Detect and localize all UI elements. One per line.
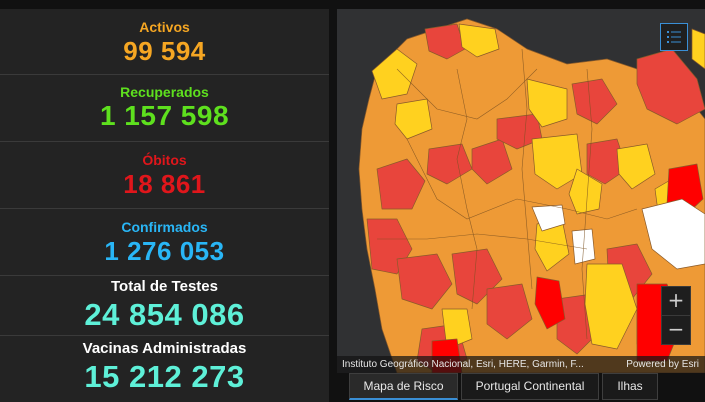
risk-map[interactable]: + − Instituto Geográfico Nacional, Esri,… (337, 9, 705, 373)
stat-confirmados-label: Confirmados (121, 219, 208, 235)
stat-confirmados-value: 1 276 053 (104, 236, 225, 266)
stat-testes-label: Total de Testes (111, 278, 218, 295)
stat-vacinas-value: 15 212 273 (84, 359, 245, 394)
divider (0, 275, 329, 276)
municipality-region (531, 204, 566, 232)
zoom-controls: + − (661, 286, 691, 345)
municipality-region (496, 113, 543, 150)
municipality-region (531, 133, 583, 190)
stat-activos: Activos 99 594 (0, 20, 329, 64)
stat-vacinas-label: Vacinas Administradas (82, 340, 247, 357)
stat-obitos-label: Óbitos (142, 152, 187, 168)
municipality-boundary (581, 68, 593, 340)
statistics-panel: Activos 99 594 Recuperados 1 157 598 Óbi… (0, 9, 329, 402)
municipality-region (571, 78, 618, 125)
municipality-region (568, 168, 603, 215)
attribution-text[interactable]: Instituto Geográfico Nacional, Esri, HER… (342, 359, 584, 370)
municipality-boundary (406, 138, 638, 220)
stat-testes: Total de Testes 24 854 086 (0, 279, 329, 330)
stat-recuperados-value: 1 157 598 (99, 100, 230, 131)
map-attribution: Instituto Geográfico Nacional, Esri, HER… (337, 356, 705, 373)
tab-mapa-de-risco[interactable]: Mapa de Risco (349, 373, 458, 400)
municipality-region (376, 158, 426, 210)
municipality-region (471, 138, 513, 185)
legend-button[interactable] (660, 23, 688, 51)
legend-list-icon (667, 31, 681, 43)
stat-obitos: Óbitos 18 861 (0, 153, 329, 197)
municipality-map[interactable] (337, 9, 705, 373)
municipality-region (641, 198, 705, 270)
municipality-region (396, 253, 453, 310)
divider (0, 141, 329, 142)
stat-recuperados: Recuperados 1 157 598 (0, 85, 329, 130)
municipality-region (424, 23, 466, 60)
municipality-region (394, 98, 433, 140)
municipality-boundary (521, 48, 533, 290)
municipality-region (534, 276, 566, 330)
municipality-boundary (377, 233, 588, 250)
municipality-region (526, 78, 568, 128)
stat-testes-value: 24 854 086 (84, 297, 245, 332)
powered-by-esri[interactable]: Powered by Esri (626, 359, 699, 370)
tab-ilhas[interactable]: Ilhas (602, 373, 658, 400)
municipality-region (371, 48, 418, 100)
municipality-boundary (396, 68, 538, 120)
municipality-region (636, 48, 705, 125)
zoom-in-button[interactable]: + (667, 288, 685, 312)
municipality-region (441, 308, 473, 350)
divider (0, 74, 329, 75)
divider (0, 335, 329, 336)
municipality-region (458, 23, 500, 58)
municipality-region (584, 263, 638, 350)
divider (0, 208, 329, 209)
stat-activos-label: Activos (139, 19, 190, 35)
stat-activos-value: 99 594 (123, 36, 206, 66)
stat-recuperados-label: Recuperados (120, 84, 209, 100)
stat-obitos-value: 18 861 (123, 169, 206, 199)
municipality-boundary (456, 68, 478, 310)
municipality-region (486, 283, 533, 340)
stat-vacinas: Vacinas Administradas 15 212 273 (0, 341, 329, 392)
tab-portugal-continental[interactable]: Portugal Continental (461, 373, 599, 400)
municipality-region (426, 143, 473, 185)
municipality-region (691, 28, 705, 70)
zoom-out-button[interactable]: − (662, 315, 690, 344)
municipality-region (616, 143, 656, 190)
stat-confirmados: Confirmados 1 276 053 (0, 220, 329, 264)
